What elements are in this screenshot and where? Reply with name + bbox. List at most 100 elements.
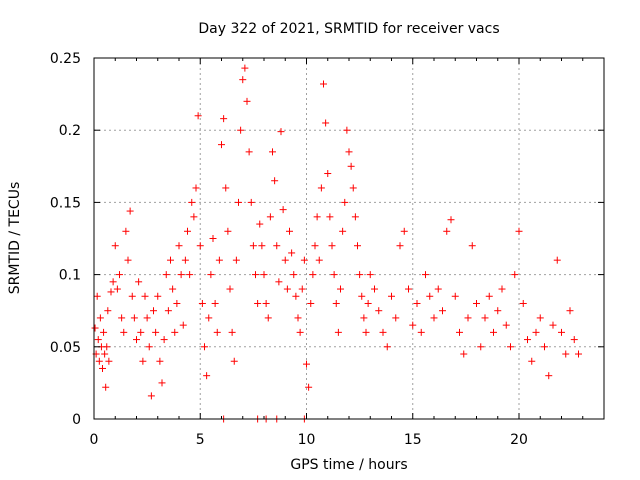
data-point xyxy=(519,299,527,307)
data-point xyxy=(103,343,111,351)
data-point xyxy=(258,242,266,250)
data-point xyxy=(300,256,308,264)
chart-title: Day 322 of 2021, SRMTID for receiver vac… xyxy=(198,21,499,37)
data-point xyxy=(95,357,103,365)
y-tick-label: 0.1 xyxy=(59,268,81,284)
data-point xyxy=(135,278,143,286)
data-point xyxy=(392,314,400,322)
data-point xyxy=(364,299,372,307)
data-point xyxy=(430,314,438,322)
data-point xyxy=(566,307,574,315)
data-point xyxy=(409,321,417,329)
data-point xyxy=(345,148,353,156)
data-point xyxy=(239,76,247,84)
data-point xyxy=(434,285,442,293)
data-point xyxy=(211,299,219,307)
data-point xyxy=(447,216,455,224)
data-point xyxy=(188,198,196,206)
data-point xyxy=(371,285,378,293)
data-point xyxy=(232,256,240,264)
data-point xyxy=(116,271,123,279)
data-point xyxy=(281,256,289,264)
data-point xyxy=(173,299,181,307)
data-point xyxy=(179,321,187,329)
data-point xyxy=(339,227,347,235)
data-point xyxy=(94,336,102,344)
data-point xyxy=(154,292,162,300)
data-point xyxy=(351,213,359,221)
data-point xyxy=(307,299,315,307)
data-point xyxy=(137,328,145,336)
y-tick-label: 0.05 xyxy=(50,340,81,356)
data-point xyxy=(273,242,281,250)
data-point xyxy=(220,115,228,123)
data-point xyxy=(422,271,429,279)
data-point xyxy=(139,357,147,365)
data-point xyxy=(160,336,168,344)
data-point xyxy=(171,328,179,336)
data-point xyxy=(128,292,136,300)
data-point xyxy=(150,307,157,315)
data-point xyxy=(317,184,325,192)
data-point xyxy=(320,80,327,88)
data-point xyxy=(528,357,536,365)
data-point xyxy=(464,314,472,322)
data-point xyxy=(460,350,468,358)
data-point xyxy=(507,343,514,351)
data-point xyxy=(330,271,338,279)
data-point xyxy=(375,307,383,315)
data-point xyxy=(468,242,476,250)
data-point xyxy=(237,126,245,134)
data-point xyxy=(169,285,177,293)
data-point xyxy=(254,299,262,307)
data-point xyxy=(277,128,285,136)
data-point xyxy=(222,184,230,192)
data-point xyxy=(241,64,249,72)
data-point xyxy=(490,328,497,336)
data-point xyxy=(328,242,336,250)
y-tick-label: 0.15 xyxy=(50,195,81,211)
data-point xyxy=(456,328,463,336)
data-point xyxy=(360,314,368,322)
data-point xyxy=(109,278,117,286)
data-point xyxy=(269,148,276,156)
data-point xyxy=(104,307,112,315)
data-point xyxy=(417,328,425,336)
data-point xyxy=(515,227,523,235)
data-point xyxy=(101,350,109,358)
data-point xyxy=(451,292,459,300)
data-point xyxy=(305,383,313,391)
data-point xyxy=(264,314,272,322)
x-tick-label: 5 xyxy=(196,432,205,448)
data-point xyxy=(235,198,242,206)
data-point xyxy=(570,336,578,344)
data-point xyxy=(324,170,332,178)
data-point xyxy=(400,227,408,235)
data-point xyxy=(143,314,151,322)
data-point xyxy=(156,357,164,365)
data-point xyxy=(167,256,174,264)
data-point xyxy=(296,328,304,336)
data-point xyxy=(362,328,370,336)
data-point xyxy=(130,314,138,322)
data-point xyxy=(118,314,126,322)
data-point xyxy=(256,220,264,228)
x-axis-ticks: 0 5 10 15 20 xyxy=(90,58,584,448)
data-points xyxy=(91,64,582,423)
data-point xyxy=(91,324,99,332)
data-point xyxy=(358,292,366,300)
data-point xyxy=(99,364,106,372)
data-point xyxy=(120,328,128,336)
x-axis-label: GPS time / hours xyxy=(290,457,407,473)
data-point xyxy=(224,227,232,235)
data-point xyxy=(100,328,108,336)
data-point xyxy=(230,357,238,365)
data-point xyxy=(113,285,121,293)
data-point xyxy=(190,213,198,221)
data-point xyxy=(562,350,570,358)
data-point xyxy=(502,321,510,329)
data-point xyxy=(192,184,200,192)
data-point xyxy=(145,343,153,351)
data-point xyxy=(147,392,155,400)
